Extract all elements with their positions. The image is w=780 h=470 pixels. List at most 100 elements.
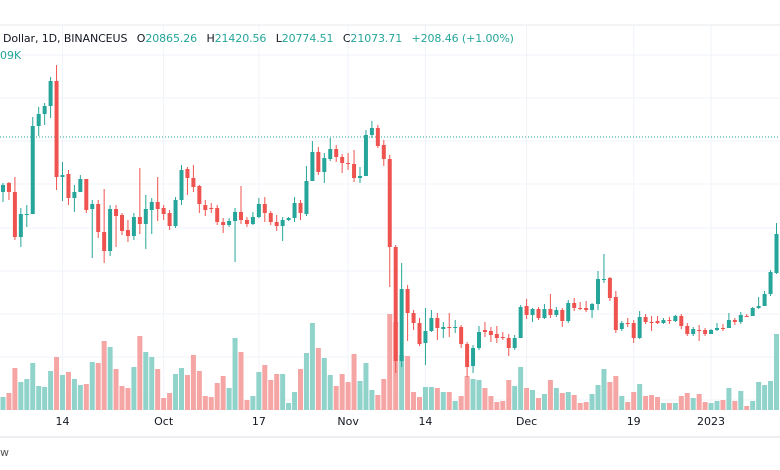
candle	[703, 328, 708, 336]
candle-body	[459, 327, 464, 344]
volume-bar	[208, 397, 214, 410]
candle-body	[108, 209, 113, 251]
candle-body	[185, 169, 190, 178]
candle-body	[530, 309, 535, 315]
volume-bar	[77, 385, 83, 410]
candle-body	[66, 174, 71, 198]
volume-bar	[506, 380, 512, 410]
candle-body	[24, 214, 29, 215]
volume-bar	[583, 402, 589, 410]
time-axis-label: 14	[55, 415, 70, 428]
candle-body	[619, 323, 624, 329]
volume-bar	[113, 369, 119, 410]
candle	[667, 317, 672, 324]
volume-bar	[595, 385, 601, 410]
volume-bar	[637, 384, 643, 410]
volume-bar	[405, 356, 411, 410]
volume-bar	[60, 375, 65, 410]
volume-bar	[173, 374, 179, 410]
candle-body	[18, 214, 23, 237]
candle	[197, 185, 202, 213]
candle	[655, 316, 660, 324]
candle-body	[637, 317, 642, 338]
close-value: 21073.71	[350, 32, 403, 45]
symbol-title: Dollar, 1D, BINANCEUS	[3, 32, 128, 45]
symbol-legend: Dollar, 1D, BINANCEUS O20865.26 H21420.5…	[3, 32, 514, 45]
time-axis-label: 14	[418, 415, 433, 428]
volume-bar	[690, 398, 696, 410]
volume-bar	[476, 380, 482, 410]
candle	[393, 245, 398, 373]
candle	[12, 177, 17, 240]
candle-body	[72, 192, 77, 198]
volume-bar	[756, 382, 762, 410]
candle-body	[352, 164, 357, 178]
candle-body	[310, 152, 315, 181]
candle-body	[143, 209, 148, 224]
candle-body	[369, 128, 374, 135]
candle	[1, 183, 5, 202]
volume-bar	[565, 392, 571, 410]
candle	[524, 299, 529, 319]
candle-body	[334, 149, 339, 157]
time-axis-label: 17	[251, 415, 266, 428]
volume-bar	[452, 401, 458, 410]
volume-bar	[184, 375, 190, 410]
volume-bar	[119, 386, 125, 410]
candle	[494, 326, 499, 343]
candle-body	[494, 334, 499, 338]
volume-bar	[54, 357, 60, 410]
candle	[185, 167, 190, 195]
candle-body	[429, 318, 434, 331]
candle	[137, 168, 142, 234]
volume-bar	[12, 368, 18, 410]
candle	[500, 332, 505, 340]
candle-body	[149, 202, 154, 210]
candle	[24, 205, 29, 227]
candle	[256, 198, 261, 218]
candle-body	[12, 192, 17, 237]
volume-bar	[470, 379, 476, 410]
candle	[363, 130, 368, 176]
volume-bar	[6, 393, 12, 410]
candle	[596, 271, 600, 310]
candle	[233, 208, 238, 262]
candle-body	[387, 159, 392, 247]
high-label: H	[206, 32, 215, 45]
candle	[637, 311, 642, 339]
volume-bar	[95, 363, 101, 410]
volume-bar	[339, 374, 345, 410]
candle-body	[411, 313, 416, 323]
candle	[191, 165, 196, 192]
volume-bar	[36, 386, 42, 410]
candle	[518, 305, 523, 338]
candle	[203, 200, 208, 216]
high-value: 21420.56	[214, 32, 267, 45]
volume-bar	[559, 393, 565, 410]
candle	[566, 300, 571, 323]
candle-body	[542, 309, 547, 318]
footer-text: w	[0, 446, 9, 459]
candle	[298, 200, 303, 220]
volume-bar	[143, 352, 149, 410]
candle-body	[381, 145, 386, 159]
candle-body	[274, 222, 279, 226]
candle	[102, 189, 107, 263]
candle-body	[715, 328, 719, 330]
candle	[161, 205, 166, 220]
candle	[48, 77, 53, 118]
candle	[90, 200, 95, 258]
candle	[155, 177, 160, 221]
volume-bar	[744, 406, 750, 410]
candlestick-chart[interactable]	[0, 0, 780, 440]
volume-bar	[577, 403, 583, 410]
candle-body	[590, 304, 595, 310]
candle-body	[363, 135, 368, 176]
candle-body	[340, 157, 345, 163]
volume-bar	[774, 334, 779, 410]
candle	[120, 213, 124, 235]
volume-bar	[607, 382, 613, 410]
volume-bar	[589, 394, 595, 410]
candle-body	[358, 176, 362, 178]
candle	[673, 315, 678, 322]
